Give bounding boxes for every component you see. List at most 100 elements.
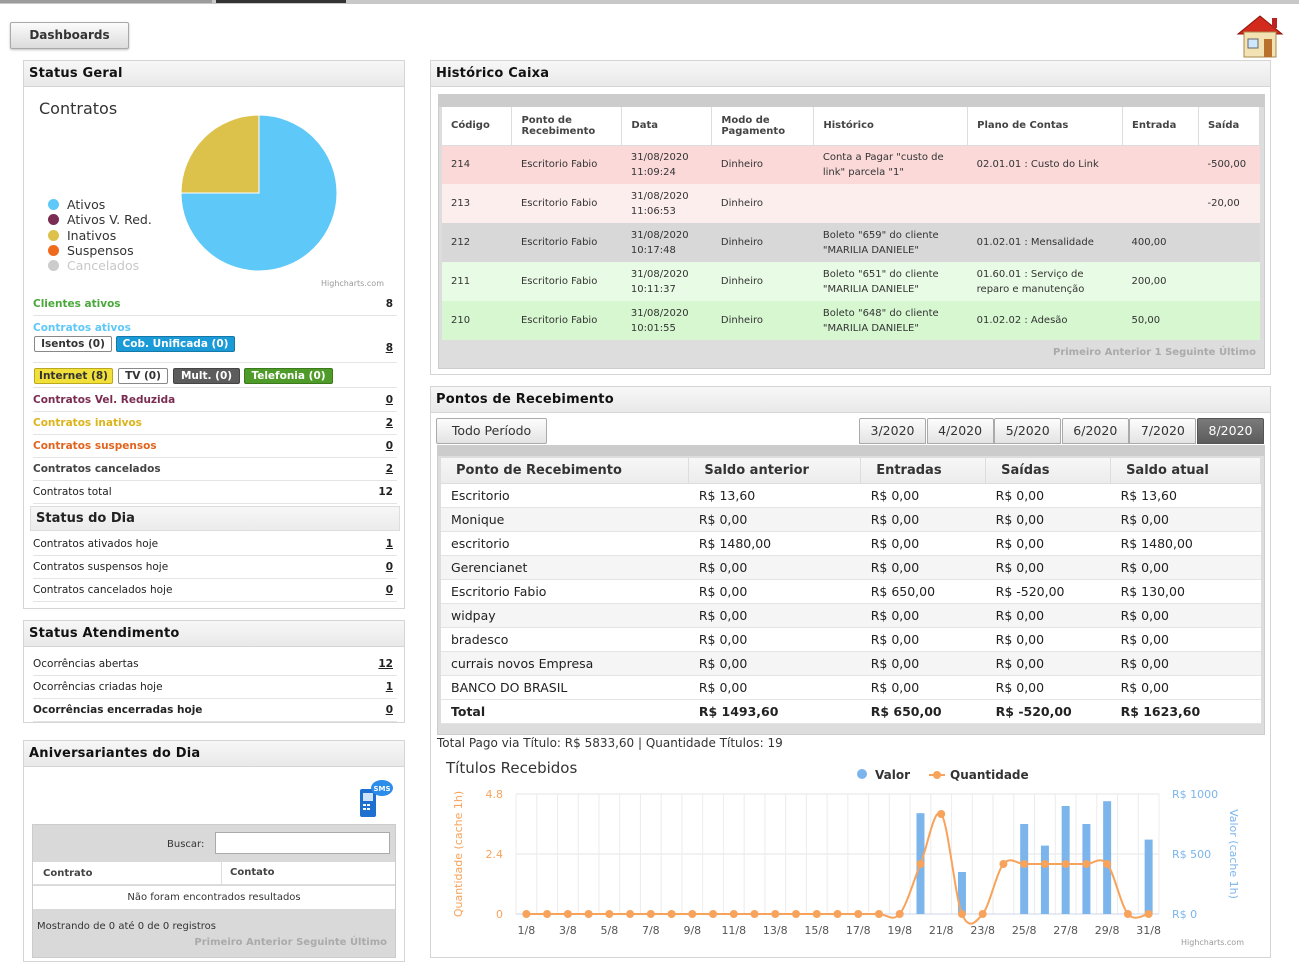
status-row-value[interactable]: 0 <box>385 394 393 406</box>
quantidade-point[interactable] <box>916 860 925 868</box>
valor-bar[interactable] <box>1103 801 1112 914</box>
col-contrato[interactable]: Contrato <box>43 868 93 879</box>
quantidade-point[interactable] <box>1123 910 1132 918</box>
legend-item[interactable]: Inativos <box>48 228 188 243</box>
contratos-ativos-value[interactable]: 8 <box>385 342 393 354</box>
status-dia-value[interactable]: 0 <box>385 561 393 573</box>
quantidade-point[interactable] <box>1103 860 1112 868</box>
quantidade-point[interactable] <box>709 910 718 918</box>
historico-row[interactable]: 211 Escritorio Fabio 31/08/2020 10:11:37 Di… <box>442 262 1260 301</box>
col-contato[interactable]: Contato <box>221 862 275 884</box>
quantidade-point[interactable] <box>563 910 572 918</box>
quantidade-point[interactable] <box>667 910 676 918</box>
status-dia-value[interactable]: 1 <box>385 538 393 550</box>
valor-bar[interactable] <box>1144 839 1153 914</box>
historico-col[interactable]: Ponto de Recebimento <box>511 107 623 146</box>
mult-tag[interactable]: Mult. (0) <box>173 368 240 384</box>
historico-col[interactable]: Plano de Contas <box>967 107 1123 146</box>
legend-item[interactable]: Suspensos <box>48 243 188 258</box>
historico-col[interactable]: Modo de Pagamento <box>711 107 815 146</box>
quantidade-point[interactable] <box>957 910 966 918</box>
atendimento-value[interactable]: 12 <box>378 658 393 670</box>
pontos-col[interactable]: Saídas <box>985 458 1112 484</box>
quantidade-point[interactable] <box>1061 860 1070 868</box>
status-row-value[interactable]: 0 <box>385 440 393 452</box>
valor-bar[interactable] <box>1061 806 1070 914</box>
quantidade-point[interactable] <box>978 910 987 918</box>
status-row-value[interactable]: 2 <box>385 463 393 475</box>
quantidade-point[interactable] <box>999 860 1008 868</box>
quantidade-point[interactable] <box>1020 860 1029 868</box>
status-dia-value[interactable]: 0 <box>385 584 393 596</box>
quantidade-point[interactable] <box>895 910 904 918</box>
quantidade-point[interactable] <box>543 910 552 918</box>
quantidade-point[interactable] <box>854 910 863 918</box>
atendimento-value[interactable]: 0 <box>385 704 393 716</box>
pontos-row: escritorio R$ 1480,00 R$ 0,00 R$ 0,00 R$ 148… <box>441 531 1261 556</box>
historico-col[interactable]: Entrada <box>1122 107 1199 146</box>
month-tab[interactable]: 3/2020 <box>859 418 926 444</box>
valor-bar[interactable] <box>957 872 966 914</box>
quantidade-point[interactable] <box>522 910 531 918</box>
left-axis-label: Quantidade (cache 1h) <box>452 791 465 917</box>
historico-pager[interactable]: Primeiro Anterior 1 Seguinte Último <box>1052 347 1256 358</box>
quantidade-point[interactable] <box>605 910 614 918</box>
quantidade-point[interactable] <box>1144 910 1153 918</box>
internet-tag[interactable]: Internet (8) <box>34 368 113 384</box>
pontos-col[interactable]: Saldo atual <box>1110 458 1261 484</box>
historico-col[interactable]: Data <box>621 107 713 146</box>
quantidade-point[interactable] <box>646 910 655 918</box>
historico-row[interactable]: 210 Escritorio Fabio 31/08/2020 10:01:55 Di… <box>442 301 1260 340</box>
quantidade-point[interactable] <box>874 910 883 918</box>
tv-tag[interactable]: TV (0) <box>118 368 168 384</box>
telefonia-tag[interactable]: Telefonia (0) <box>244 368 333 384</box>
quantidade-point[interactable] <box>771 910 780 918</box>
pie-slice[interactable] <box>180 114 260 194</box>
cob-unificada-tag[interactable]: Cob. Unificada (0) <box>116 336 235 352</box>
historico-row[interactable]: 213 Escritorio Fabio 31/08/2020 11:06:53 Di… <box>442 184 1260 223</box>
dashboards-button[interactable]: Dashboards <box>10 22 129 49</box>
pontos-col[interactable]: Ponto de Recebimento <box>441 458 690 484</box>
quantidade-point[interactable] <box>688 910 697 918</box>
legend-item[interactable]: Ativos V. Red. <box>48 212 188 227</box>
month-tab[interactable]: 4/2020 <box>926 418 994 444</box>
quantidade-point[interactable] <box>812 910 821 918</box>
pontos-col[interactable]: Saldo anterior <box>688 458 862 484</box>
legend-item[interactable]: Ativos <box>48 197 188 212</box>
quantidade-point[interactable] <box>584 910 593 918</box>
todo-periodo-button[interactable]: Todo Período <box>436 418 547 444</box>
home-icon[interactable] <box>1234 12 1286 60</box>
legend-valor[interactable]: Valor <box>875 768 910 782</box>
aniversariantes-pager[interactable]: Primeiro Anterior Seguinte Último <box>194 937 387 948</box>
valor-bar[interactable] <box>1040 845 1049 914</box>
quantidade-point[interactable] <box>750 910 759 918</box>
isentos-tag[interactable]: Isentos (0) <box>34 336 112 352</box>
legend-item[interactable]: Cancelados <box>48 258 188 273</box>
historico-cell: 01.02.01 : Mensalidade <box>976 237 1094 248</box>
sms-icon[interactable]: SMS <box>358 779 394 819</box>
quantidade-point[interactable] <box>833 910 842 918</box>
atendimento-value[interactable]: 1 <box>385 681 393 693</box>
quantidade-point[interactable] <box>626 910 635 918</box>
historico-col[interactable]: Histórico <box>813 107 969 146</box>
search-input[interactable] <box>215 832 390 854</box>
status-row-value[interactable]: 2 <box>385 417 393 429</box>
month-tab[interactable]: 8/2020 <box>1197 418 1264 444</box>
quantidade-point[interactable] <box>1082 860 1091 868</box>
pontos-col[interactable]: Entradas <box>860 458 987 484</box>
historico-row[interactable]: 212 Escritorio Fabio 31/08/2020 10:17:48 Di… <box>442 223 1260 262</box>
quantidade-point[interactable] <box>792 910 801 918</box>
historico-col[interactable]: Saída <box>1198 107 1261 146</box>
quantidade-point[interactable] <box>729 910 738 918</box>
quantidade-point[interactable] <box>937 810 946 818</box>
valor-bar[interactable] <box>1020 824 1029 914</box>
month-tab[interactable]: 7/2020 <box>1129 418 1197 444</box>
historico-row[interactable]: 214 Escritorio Fabio 31/08/2020 11:09:24 Di… <box>442 145 1260 184</box>
pie-slice[interactable] <box>180 114 338 272</box>
legend-quantidade[interactable]: Quantidade <box>950 768 1029 782</box>
quantidade-point[interactable] <box>1040 860 1049 868</box>
valor-bar[interactable] <box>1082 824 1091 914</box>
historico-col[interactable]: Código <box>442 107 513 146</box>
month-tab[interactable]: 6/2020 <box>1061 418 1129 444</box>
month-tab[interactable]: 5/2020 <box>994 418 1062 444</box>
